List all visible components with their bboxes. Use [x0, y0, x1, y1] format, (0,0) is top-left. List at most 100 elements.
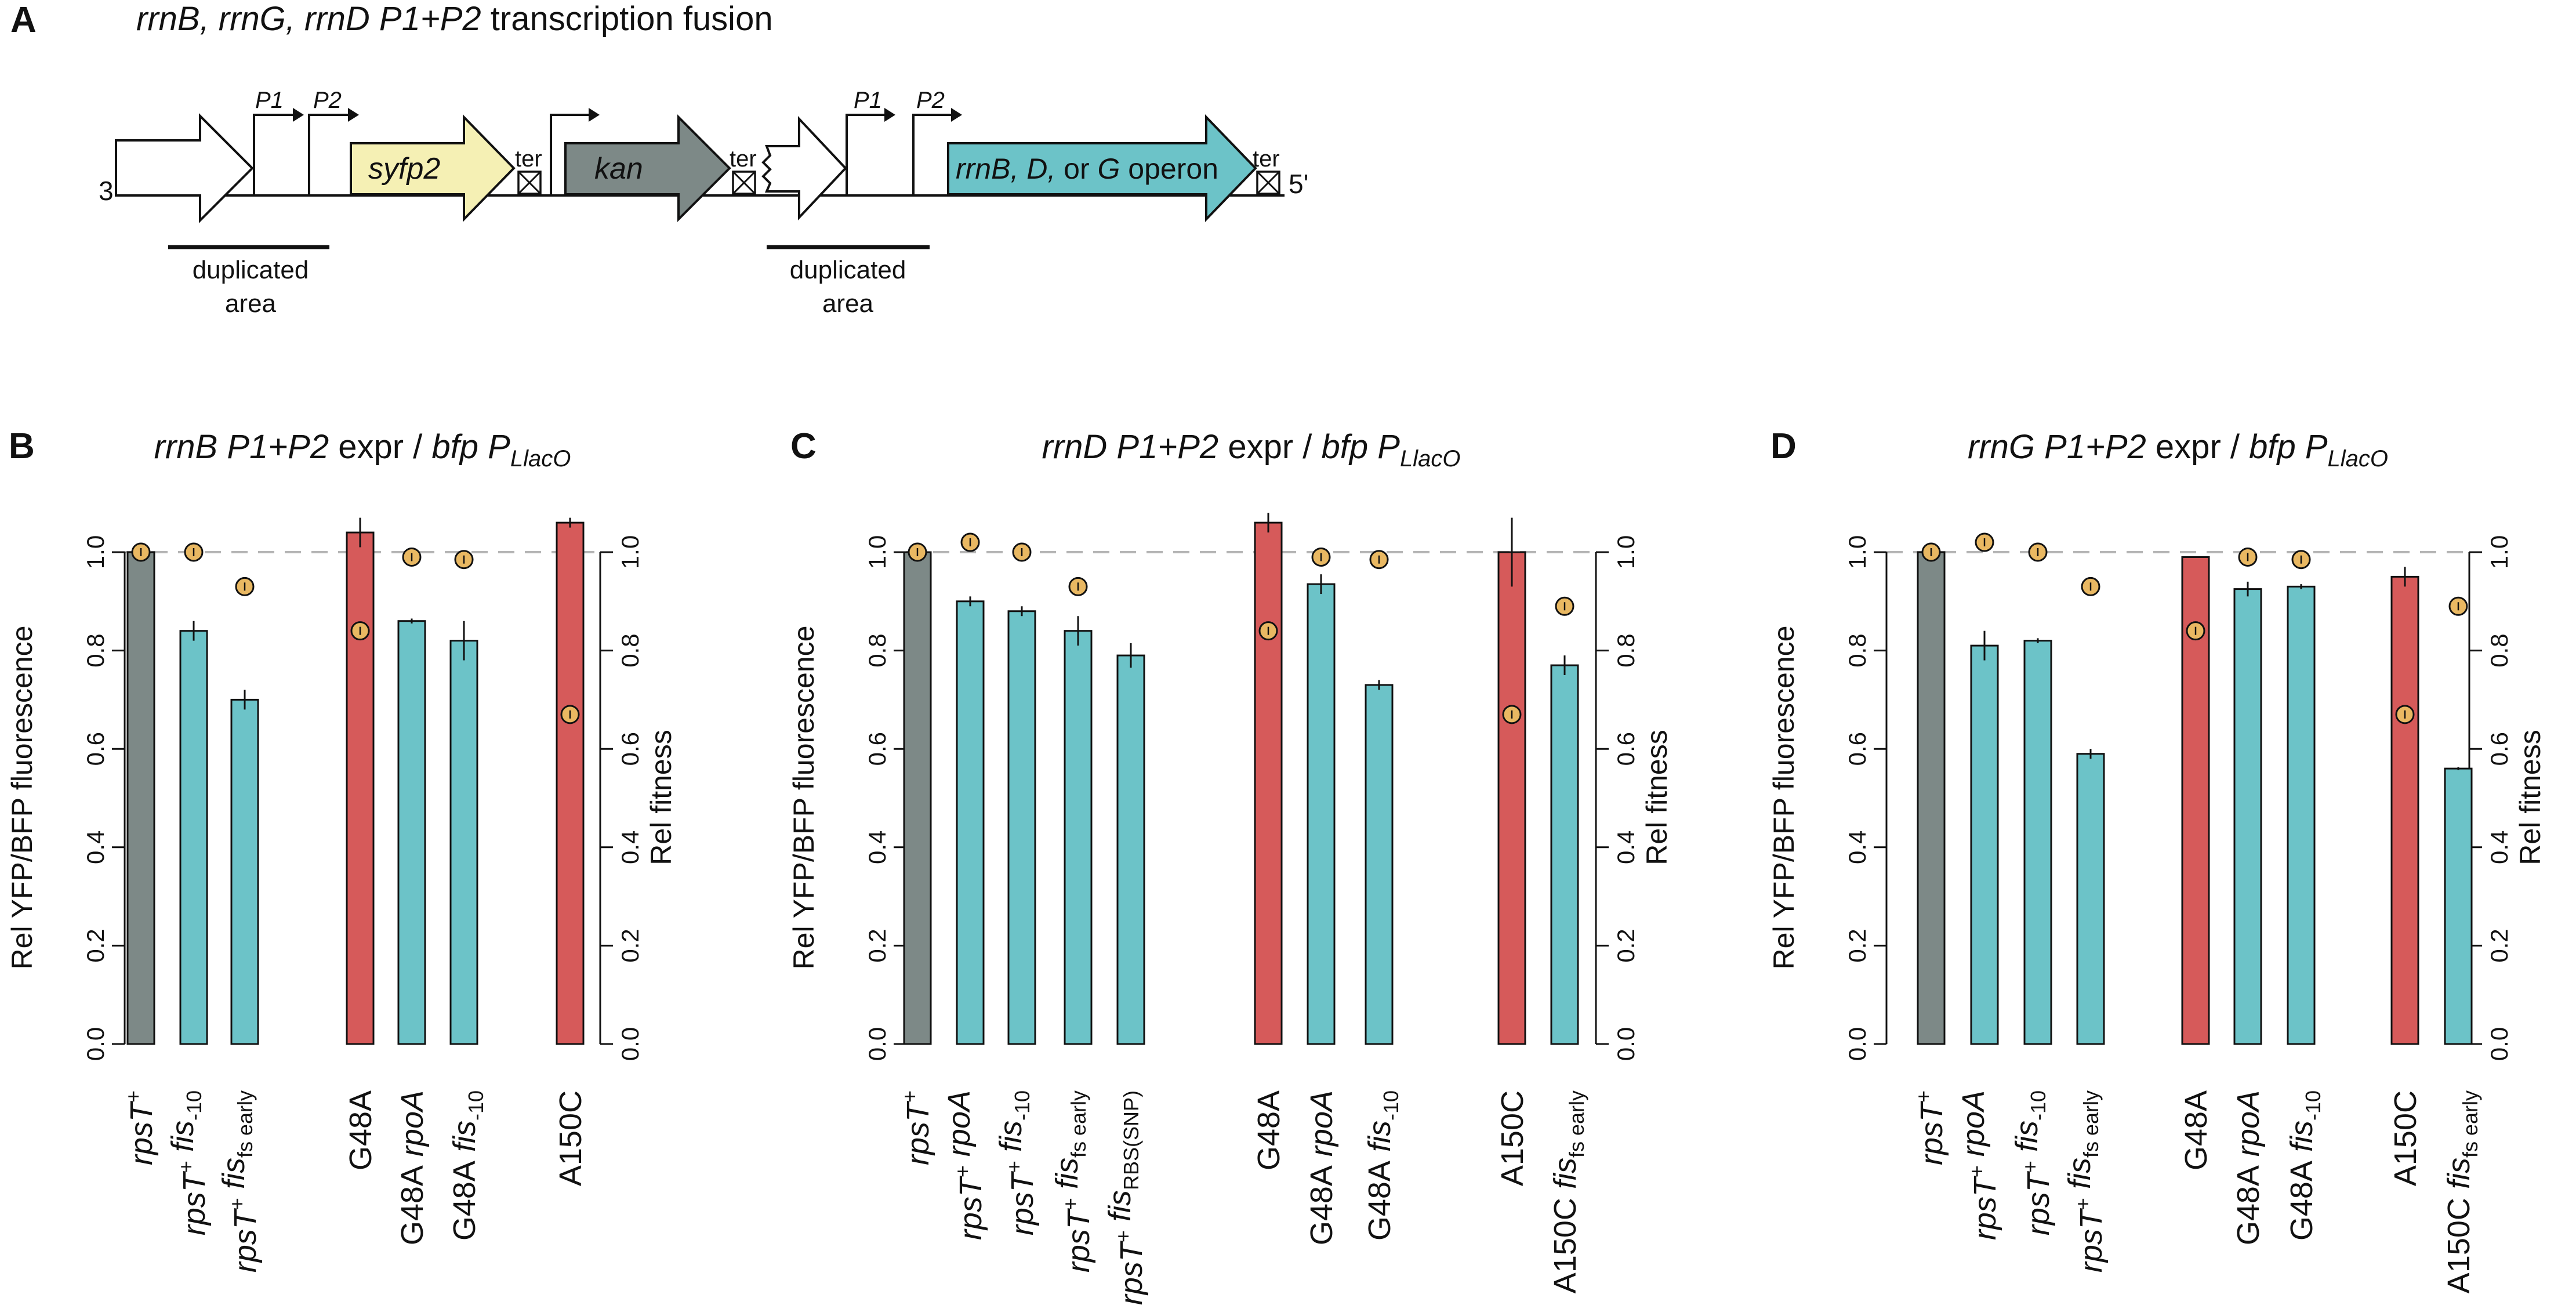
svg-text:P1: P1 — [854, 88, 882, 113]
operon-label: rrnB, D, or G operon — [956, 153, 1218, 185]
y-axis-right: 0.0 0.2 0.4 0.6 0.8 1.0 Rel fitness — [1595, 535, 1673, 1061]
kan-label: kan — [594, 152, 643, 186]
svg-text:P2: P2 — [313, 88, 342, 113]
duplicated-area-1: duplicated area — [168, 245, 329, 318]
category-label: rpsT+ fis-10 — [165, 1090, 212, 1235]
svg-text:P2: P2 — [916, 88, 945, 113]
bar — [1064, 630, 1093, 1045]
y-tick-label-left: 0.8 — [863, 633, 891, 667]
bar — [2023, 640, 2052, 1045]
category-label: rpsT+ — [898, 1090, 935, 1165]
svg-text:P1: P1 — [255, 88, 284, 113]
category-label: G48A — [2179, 1090, 2214, 1170]
y-axis-label-left: Rel YFP/BFP fluorescence — [1768, 626, 1800, 970]
y-tick-label-right: 0.0 — [2486, 1027, 2513, 1061]
bar — [1116, 654, 1145, 1045]
y-tick-label-right: 0.6 — [616, 732, 644, 766]
category-label: rpsT+ fis-10 — [993, 1090, 1040, 1235]
y-tick-label-left: 0.8 — [82, 633, 109, 667]
category-label: A150C — [553, 1090, 588, 1186]
category-label: rpsT+ — [1911, 1090, 1949, 1165]
panel-label-b: B — [9, 426, 35, 466]
y-axis-right: 0.0 0.2 0.4 0.6 0.8 1.0 Rel fitness — [2468, 535, 2546, 1061]
syfp2-label: syfp2 — [368, 152, 440, 186]
y-tick-label-left: 0.6 — [863, 732, 891, 766]
bar — [230, 698, 259, 1045]
y-tick-label-right: 0.4 — [1612, 831, 1639, 864]
bar — [556, 521, 585, 1045]
bar — [1550, 664, 1579, 1045]
chart-title: rrnG P1+P2 expr / bfp PLlacO — [1968, 428, 2388, 472]
category-label: A150C fisfs early — [2441, 1090, 2482, 1293]
bar — [1307, 583, 1336, 1045]
y-tick-label-right: 1.0 — [2486, 535, 2513, 569]
y-tick-label-right: 1.0 — [616, 535, 644, 569]
svg-text:ter: ter — [1253, 146, 1280, 172]
promoter-p1-first: P1 — [253, 88, 304, 195]
y-tick-label-left: 0.6 — [82, 732, 109, 766]
y-tick-label-left: 0.4 — [82, 831, 109, 864]
schematic-panel: A rrnB, rrnG, rrnD P1+P2 transcription f… — [10, 0, 1308, 318]
y-axis-label-right: Rel fitness — [1641, 730, 1673, 865]
bar — [449, 640, 478, 1045]
bar — [397, 620, 426, 1045]
panel-label-d: D — [1770, 426, 1797, 466]
y-tick-label-left: 0.2 — [1844, 929, 1871, 962]
terminator-2: ter — [730, 146, 757, 195]
bar — [903, 551, 932, 1045]
y-tick-label-right: 0.8 — [616, 633, 644, 667]
bar — [956, 600, 985, 1045]
flank-gene-arrow-broken — [761, 115, 847, 221]
category-label: rpsT+ rpoA — [1956, 1090, 2002, 1240]
y-tick-label-left: 0.2 — [863, 929, 891, 962]
svg-text:area: area — [225, 289, 277, 318]
y-tick-label-right: 1.0 — [1612, 535, 1639, 569]
svg-text:ter: ter — [730, 146, 757, 172]
bar — [1497, 551, 1526, 1045]
category-label: rpsT+ fisfs early — [1050, 1090, 1096, 1273]
category-label: rpsT+ fisRBS(SNP) — [1102, 1090, 1149, 1305]
y-tick-label-right: 0.4 — [616, 831, 644, 864]
bar — [179, 630, 208, 1045]
bar — [1254, 521, 1283, 1045]
y-tick-label-left: 1.0 — [82, 535, 109, 569]
category-label: A150C — [2388, 1090, 2423, 1186]
y-tick-label-left: 0.2 — [82, 929, 109, 962]
bar — [126, 551, 155, 1045]
y-tick-label-right: 0.6 — [1612, 732, 1639, 766]
category-label: rpsT+ rpoA — [942, 1090, 988, 1240]
y-tick-label-left: 1.0 — [1844, 535, 1871, 569]
schematic-title: rrnB, rrnG, rrnD P1+P2 transcription fus… — [136, 0, 773, 38]
y-tick-label-right: 0.0 — [1612, 1027, 1639, 1061]
svg-text:area: area — [822, 289, 874, 318]
y-tick-label-left: 0.4 — [1844, 831, 1871, 864]
bar — [2287, 585, 2316, 1045]
promoter-p2-first: P2 — [308, 88, 359, 195]
category-label: G48A rpoA — [1304, 1090, 1339, 1245]
duplicated-area-2: duplicated area — [767, 245, 930, 318]
terminator-1: ter — [515, 146, 542, 195]
category-label: G48A fis-10 — [2284, 1090, 2325, 1241]
y-tick-label-left: 0.6 — [1844, 732, 1871, 766]
y-tick-label-right: 0.2 — [616, 929, 644, 962]
bar — [1365, 684, 1394, 1045]
bar — [2233, 588, 2262, 1045]
category-label: A150C fisfs early — [1548, 1090, 1588, 1293]
y-tick-label-right: 0.6 — [2486, 732, 2513, 766]
kan-promoter — [550, 108, 600, 195]
category-label: G48A — [1251, 1090, 1286, 1170]
category-label: G48A fis-10 — [1362, 1090, 1403, 1241]
kan-gene-arrow — [564, 114, 731, 222]
bar — [346, 531, 375, 1045]
bar — [2390, 575, 2419, 1045]
y-tick-label-left: 0.0 — [82, 1027, 109, 1061]
terminator-3: ter — [1253, 146, 1280, 195]
y-tick-label-left: 0.8 — [1844, 633, 1871, 667]
category-label: rpsT+ fis-10 — [2009, 1090, 2056, 1235]
y-tick-label-left: 1.0 — [863, 535, 891, 569]
y-tick-label-left: 0.0 — [863, 1027, 891, 1061]
panel-label-a: A — [10, 0, 37, 40]
category-label: G48A fis-10 — [447, 1090, 488, 1241]
y-tick-label-left: 0.0 — [1844, 1027, 1871, 1061]
